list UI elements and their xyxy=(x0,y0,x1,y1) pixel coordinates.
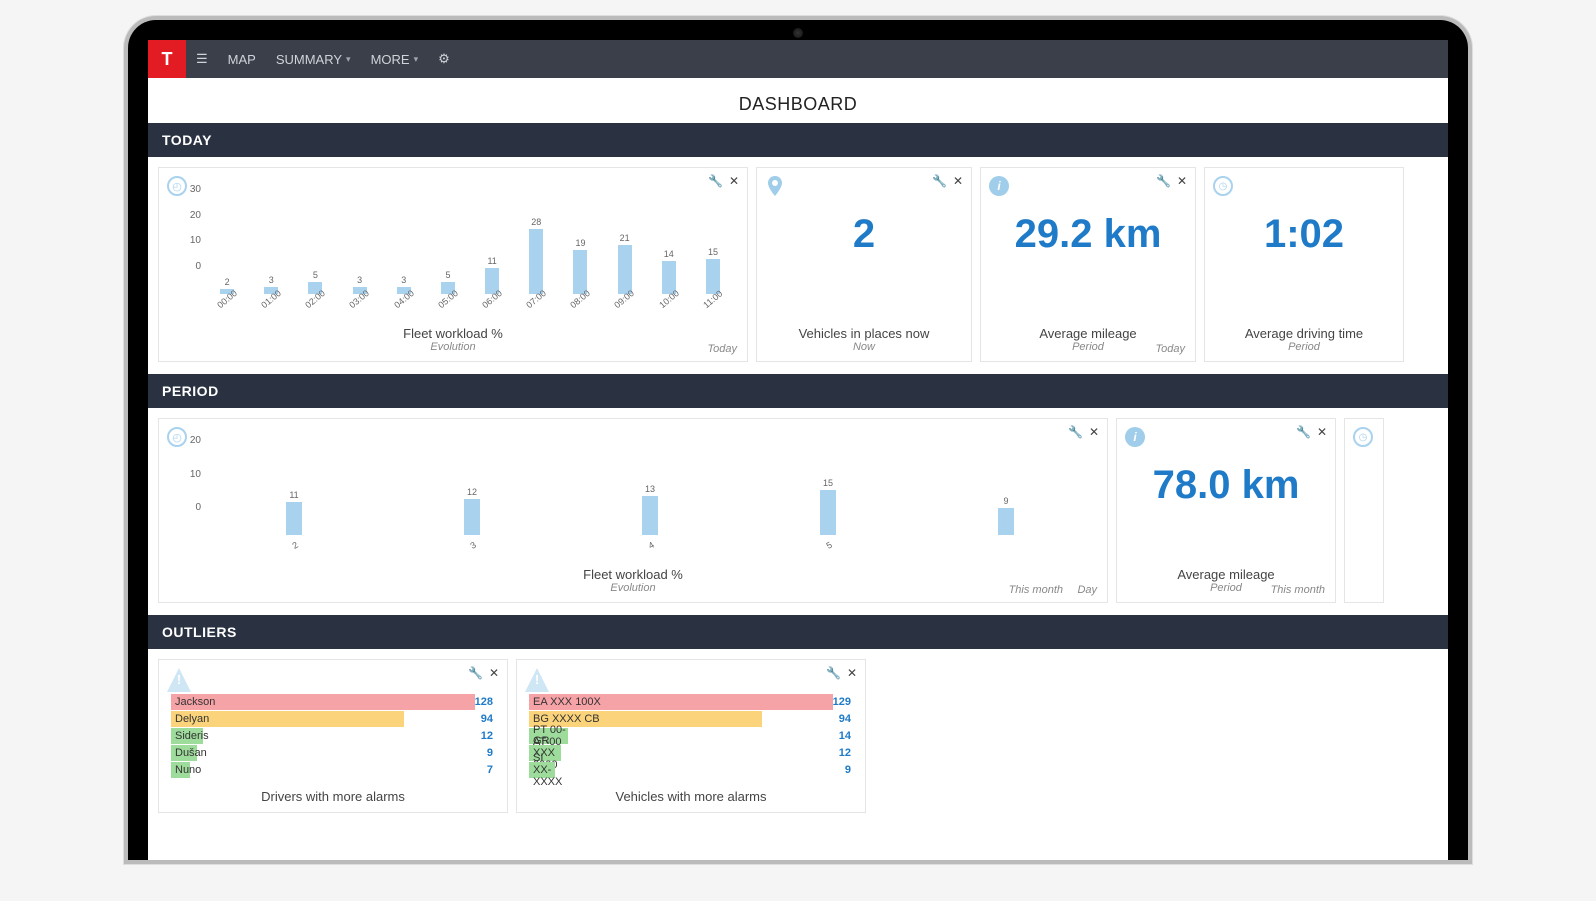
section-period: PERIOD xyxy=(148,374,1448,408)
bar-col: 2109:00 xyxy=(603,233,647,294)
bar-col: 134 xyxy=(561,484,739,535)
card-avg-mileage: i 🔧✕ 29.2 km Average mileage Period Toda… xyxy=(980,167,1196,362)
menu-icon[interactable]: ☰ xyxy=(186,40,218,78)
outlier-row[interactable]: Jackson128 xyxy=(171,694,495,710)
outlier-row[interactable]: GR XXX 000012 xyxy=(529,745,853,761)
card-avg-driving-time: ◷ 1:02 Average driving time Period xyxy=(1204,167,1404,362)
close-icon[interactable]: ✕ xyxy=(1317,425,1327,439)
card-sub: Now xyxy=(769,341,959,353)
bar-col: 200:00 xyxy=(205,277,249,294)
bar-col: 1410:00 xyxy=(647,249,691,294)
card-period-clipped: ◷ xyxy=(1344,418,1384,603)
bar-col: 303:00 xyxy=(338,275,382,294)
warning-icon: ! xyxy=(525,668,549,692)
bar-col: 502:00 xyxy=(293,270,337,294)
period-row: ◴ 🔧✕ 20100 1121231341559 Fleet workload … xyxy=(148,408,1448,603)
nav-summary[interactable]: SUMMARY▾ xyxy=(266,40,361,78)
bar-col: 505:00 xyxy=(426,270,470,294)
close-icon[interactable]: ✕ xyxy=(489,666,499,680)
info-icon: i xyxy=(1125,427,1145,447)
outlier-row[interactable]: BG XXXX CB94 xyxy=(529,711,853,727)
bar-col: 1908:00 xyxy=(558,238,602,294)
card-title: Vehicles with more alarms xyxy=(529,789,853,804)
camera-dot xyxy=(793,28,803,38)
bar-col: 123 xyxy=(383,487,561,535)
card-footnote: This month xyxy=(1009,584,1063,596)
pin-icon xyxy=(765,176,785,196)
outlier-row[interactable]: SI XX-XXXX9 xyxy=(529,762,853,778)
warning-icon: ! xyxy=(167,668,191,692)
bar-col: 304:00 xyxy=(382,275,426,294)
today-row: ◴ 🔧 ✕ 3020100 200:00301:00502:00303:0030… xyxy=(148,157,1448,362)
chevron-down-icon: ▾ xyxy=(414,54,419,65)
bar-col: 1106:00 xyxy=(470,256,514,294)
card-vehicles-in-places: 🔧 ✕ 2 Vehicles in places now Now xyxy=(756,167,972,362)
clock-icon: ◷ xyxy=(1213,176,1233,196)
outlier-row[interactable]: Dušan9 xyxy=(171,745,495,761)
info-icon: i xyxy=(989,176,1009,196)
card-title: Fleet workload % xyxy=(171,326,735,341)
vehicles-value: 2 xyxy=(769,212,959,326)
brand-logo[interactable]: T xyxy=(148,40,186,78)
card-footnote: Today xyxy=(1155,343,1185,355)
outlier-row[interactable]: EA XXX 100X129 xyxy=(529,694,853,710)
chevron-down-icon: ▾ xyxy=(346,54,351,65)
card-today-workload: ◴ 🔧 ✕ 3020100 200:00301:00502:00303:0030… xyxy=(158,167,748,362)
nav-map[interactable]: MAP xyxy=(218,40,266,78)
outlier-row[interactable]: PT 00-AT-0014 xyxy=(529,728,853,744)
outliers-row: ! 🔧 ✕ Jackson128Delyan94Sideris12Dušan9Nu… xyxy=(148,649,1448,813)
bar-col: 1511:00 xyxy=(691,247,735,294)
page-title: DASHBOARD xyxy=(148,78,1448,123)
card-title: Drivers with more alarms xyxy=(171,789,495,804)
wrench-icon[interactable]: 🔧 xyxy=(468,666,483,680)
card-vehicles-alarms: ! 🔧 ✕ EA XXX 100X129BG XXXX CB94PT 00-AT-… xyxy=(516,659,866,813)
bar-col: 301:00 xyxy=(249,275,293,294)
card-title: Average driving time xyxy=(1217,326,1391,341)
bar-col: 112 xyxy=(205,490,383,535)
card-sub: Evolution xyxy=(171,341,735,353)
section-outliers: OUTLIERS xyxy=(148,615,1448,649)
nav-more[interactable]: MORE▾ xyxy=(361,40,429,78)
outlier-row[interactable]: Nuno7 xyxy=(171,762,495,778)
clock-icon: ◷ xyxy=(1353,427,1373,447)
card-title: Vehicles in places now xyxy=(769,326,959,341)
section-today: TODAY xyxy=(148,123,1448,157)
settings-icon[interactable]: ⚙ xyxy=(428,40,460,78)
period-mileage-value: 78.0 km xyxy=(1129,463,1323,567)
outlier-row[interactable]: Sideris12 xyxy=(171,728,495,744)
card-sub: Period xyxy=(1217,341,1391,353)
close-icon[interactable]: ✕ xyxy=(1177,174,1187,188)
driving-value: 1:02 xyxy=(1217,212,1391,326)
card-footnote: Day xyxy=(1077,584,1097,596)
wrench-icon[interactable]: 🔧 xyxy=(932,174,947,188)
card-title: Average mileage xyxy=(1129,567,1323,582)
close-icon[interactable]: ✕ xyxy=(953,174,963,188)
bar-col: 155 xyxy=(739,478,917,535)
device-frame: T ☰ MAP SUMMARY▾ MORE▾ ⚙ DASHBOARD TODAY… xyxy=(128,20,1468,860)
card-period-mileage: i 🔧✕ 78.0 km Average mileage Period This… xyxy=(1116,418,1336,603)
card-period-workload: ◴ 🔧✕ 20100 1121231341559 Fleet workload … xyxy=(158,418,1108,603)
card-title: Average mileage xyxy=(993,326,1183,341)
bar-col: 2807:00 xyxy=(514,217,558,294)
card-title: Fleet workload % xyxy=(171,567,1095,582)
top-nav: T ☰ MAP SUMMARY▾ MORE▾ ⚙ xyxy=(148,40,1448,78)
outlier-row[interactable]: Delyan94 xyxy=(171,711,495,727)
card-sub: Evolution xyxy=(171,582,1095,594)
wrench-icon[interactable]: 🔧 xyxy=(1296,425,1311,439)
wrench-icon[interactable]: 🔧 xyxy=(826,666,841,680)
card-drivers-alarms: ! 🔧 ✕ Jackson128Delyan94Sideris12Dušan9Nu… xyxy=(158,659,508,813)
mileage-value: 29.2 km xyxy=(993,212,1183,326)
wrench-icon[interactable]: 🔧 xyxy=(1156,174,1171,188)
card-footnote: Today xyxy=(707,343,737,355)
bar-col: 9 xyxy=(917,496,1095,535)
card-footnote: This month xyxy=(1271,584,1325,596)
close-icon[interactable]: ✕ xyxy=(847,666,857,680)
app-screen: T ☰ MAP SUMMARY▾ MORE▾ ⚙ DASHBOARD TODAY… xyxy=(148,40,1448,860)
